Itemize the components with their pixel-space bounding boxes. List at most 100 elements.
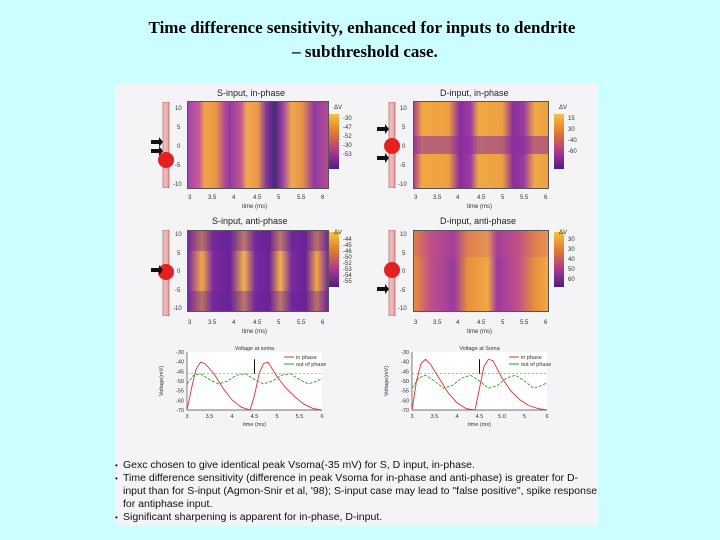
legend-label: out of phase [296, 362, 326, 368]
cb-tick: -44 [343, 237, 352, 243]
y-tick-label: -30 [176, 350, 184, 356]
caption-bullet-2: Time difference sensitivity (difference … [115, 472, 598, 511]
title-line-2: – subthreshold case. [292, 42, 438, 61]
heatmap-d-anti [413, 230, 549, 312]
panel-title-s-in: S-input, in-phase [217, 88, 286, 98]
cb-tick: -52 [343, 261, 352, 267]
x-tick: 3.5 [208, 320, 217, 326]
y-tick: 5 [402, 251, 406, 257]
x-tick-label: 3 [185, 414, 188, 420]
x-tick-label: 4 [455, 414, 458, 420]
cb-tick: 60 [568, 277, 575, 283]
series-line [186, 361, 323, 411]
y-tick-label: -70 [401, 408, 409, 414]
cb-tick: 15 [568, 116, 575, 122]
legend-label: out of phase [521, 362, 551, 368]
y-tick: -10 [173, 306, 182, 312]
cb-tick: -54 [343, 273, 352, 279]
cb-tick: 40 [568, 257, 575, 263]
y-tick: 10 [400, 106, 407, 112]
x-tick: 5 [501, 320, 505, 326]
x-tick: 3 [414, 195, 418, 201]
y-tick: 0 [177, 144, 181, 150]
caption-bullet-3: Significant sharpening is apparent for i… [115, 511, 598, 524]
slide-title: Time difference sensitivity, enhanced fo… [0, 16, 720, 64]
cb-tick: 30 [568, 247, 575, 253]
x-label: time (ms) [467, 204, 492, 210]
series-line [411, 374, 548, 389]
y-tick: 5 [177, 125, 181, 131]
panel-title-s-anti: S-input, anti-phase [212, 216, 288, 226]
y-axis-label: Voltage(mV) [384, 366, 390, 396]
y-tick: 0 [402, 144, 406, 150]
panel-title-d-in: D-input, in-phase [440, 88, 509, 98]
caption-bullet-1: Gexc chosen to give identical peak Vsoma… [115, 459, 598, 472]
cb-tick: -30 [343, 116, 352, 122]
y-tick-label: -55 [401, 389, 409, 395]
y-tick: 10 [400, 232, 407, 238]
x-tick: 3 [414, 320, 418, 326]
cb-tick: -45 [343, 243, 352, 249]
cb-tick: -47 [343, 125, 352, 131]
colorbar-d-anti [554, 232, 564, 287]
cb-title-d-in: ΔV [559, 105, 568, 111]
y-tick: -10 [173, 182, 182, 188]
cb-title-d-anti: ΔV [559, 230, 568, 236]
x-label: time (ms) [242, 204, 267, 210]
x-tick: 5.5 [297, 195, 306, 201]
colorbar-d-in [554, 114, 564, 169]
y-tick: 10 [175, 232, 182, 238]
cb-tick: -30 [343, 143, 352, 149]
y-tick: -5 [400, 288, 406, 294]
x-tick: 5.5 [520, 320, 529, 326]
x-tick: 5 [277, 195, 281, 201]
legend-label: in phase [296, 355, 317, 361]
cb-tick: -50 [343, 255, 352, 261]
x-tick: 4 [232, 195, 236, 201]
cb-title-s-in: ΔV [334, 105, 343, 111]
x-tick: 4 [456, 320, 460, 326]
y-tick-label: -40 [176, 360, 184, 366]
panel-title-d-anti: D-input, anti-phase [440, 216, 517, 226]
y-tick-label: -40 [401, 360, 409, 366]
x-tick: 5 [501, 195, 505, 201]
x-tick: 3 [188, 320, 192, 326]
colorbar-s-anti [329, 232, 339, 287]
x-tick-label: 6 [545, 414, 548, 420]
x-tick: 6 [544, 195, 548, 201]
y-tick-label: -45 [401, 369, 409, 375]
y-tick: 5 [177, 251, 181, 257]
heatmap-s-anti [187, 230, 329, 312]
y-tick-label: -60 [401, 398, 409, 404]
y-tick-label: -30 [401, 350, 409, 356]
x-label: time (ms) [467, 329, 492, 335]
y-axis-label: Voltage(mV) [159, 366, 165, 396]
x-tick-label: 5 [523, 414, 526, 420]
cb-tick: -46 [343, 249, 352, 255]
x-tick: 4 [456, 195, 460, 201]
cb-tick: -55 [343, 279, 352, 285]
cb-tick: -53 [343, 267, 352, 273]
neuron-d-anti [377, 229, 407, 321]
line-chart-soma-d: Voltage at Soma -30 -40 -45 -50 -55 -60 -703 3.5… [384, 346, 551, 428]
y-tick: -5 [175, 288, 181, 294]
y-tick-label: -60 [176, 398, 184, 404]
y-tick: -5 [175, 163, 181, 169]
y-tick: 0 [177, 269, 181, 275]
x-tick-label: 4.5 [251, 414, 259, 420]
neuron-s-in [151, 101, 181, 193]
series-line [411, 358, 548, 411]
x-tick-label: 5 [275, 414, 278, 420]
neuron-s-anti [151, 229, 181, 321]
y-tick-label: -50 [176, 379, 184, 385]
x-tick: 6 [321, 320, 325, 326]
y-tick: 0 [402, 269, 406, 275]
x-tick-label: 4.5 [476, 414, 484, 420]
cb-tick: -53 [343, 152, 352, 158]
y-tick-label: -70 [176, 408, 184, 414]
x-axis-label: time (ms) [243, 422, 266, 428]
y-tick: -5 [400, 163, 406, 169]
x-tick: 4.5 [253, 320, 262, 326]
x-axis-label: time (ms) [468, 422, 491, 428]
x-tick: 3.5 [208, 195, 217, 201]
